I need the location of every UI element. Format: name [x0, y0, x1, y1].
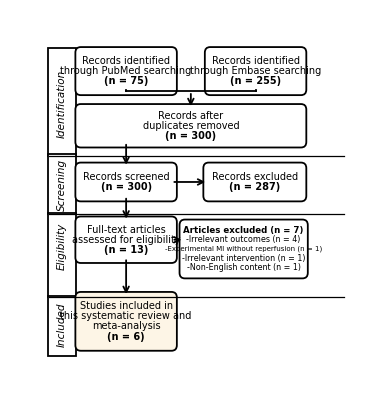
- FancyBboxPatch shape: [48, 154, 76, 214]
- Text: Records identified: Records identified: [82, 56, 170, 66]
- Text: Records after: Records after: [158, 111, 223, 121]
- FancyBboxPatch shape: [205, 47, 306, 95]
- FancyBboxPatch shape: [204, 162, 306, 201]
- Text: -Non-English content (n = 1): -Non-English content (n = 1): [187, 263, 301, 272]
- FancyBboxPatch shape: [180, 220, 308, 278]
- FancyBboxPatch shape: [75, 162, 177, 201]
- FancyBboxPatch shape: [75, 104, 306, 148]
- Text: Screening: Screening: [57, 159, 67, 211]
- Text: Records excluded: Records excluded: [212, 172, 298, 182]
- Text: meta-analysis: meta-analysis: [92, 322, 161, 332]
- Text: Articles excluded (n = 7): Articles excluded (n = 7): [184, 226, 304, 235]
- Text: (n = 255): (n = 255): [230, 76, 281, 86]
- Text: through Embase searching: through Embase searching: [190, 66, 321, 76]
- Text: -Irrelevant intervention (n = 1): -Irrelevant intervention (n = 1): [182, 254, 305, 263]
- Text: Records identified: Records identified: [212, 56, 300, 66]
- Text: Full-text articles: Full-text articles: [87, 224, 166, 234]
- Text: (n = 300): (n = 300): [101, 182, 152, 192]
- FancyBboxPatch shape: [48, 296, 76, 356]
- FancyBboxPatch shape: [48, 213, 76, 298]
- Text: (n = 300): (n = 300): [165, 131, 217, 141]
- Text: (n = 75): (n = 75): [104, 76, 148, 86]
- Text: -Irrelevant outcomes (n = 4): -Irrelevant outcomes (n = 4): [187, 235, 301, 244]
- Text: Eligibility: Eligibility: [57, 223, 67, 270]
- FancyBboxPatch shape: [75, 47, 177, 95]
- Text: Identification: Identification: [57, 69, 67, 138]
- Text: (n = 287): (n = 287): [229, 182, 280, 192]
- Text: assessed for eligibility: assessed for eligibility: [72, 235, 180, 245]
- FancyBboxPatch shape: [75, 292, 177, 351]
- Text: duplicates removed: duplicates removed: [142, 121, 239, 131]
- Text: Studies included in: Studies included in: [79, 301, 173, 311]
- Text: (n = 13): (n = 13): [104, 245, 148, 255]
- FancyBboxPatch shape: [48, 48, 76, 156]
- FancyBboxPatch shape: [75, 216, 177, 263]
- Text: through PubMed searching: through PubMed searching: [61, 66, 192, 76]
- Text: Records screened: Records screened: [83, 172, 169, 182]
- Text: -Experimental MI without reperfusion (n = 1): -Experimental MI without reperfusion (n …: [165, 246, 322, 252]
- Text: this systematic review and: this systematic review and: [60, 311, 192, 321]
- Text: Included: Included: [57, 303, 67, 348]
- Text: (n = 6): (n = 6): [107, 332, 145, 342]
